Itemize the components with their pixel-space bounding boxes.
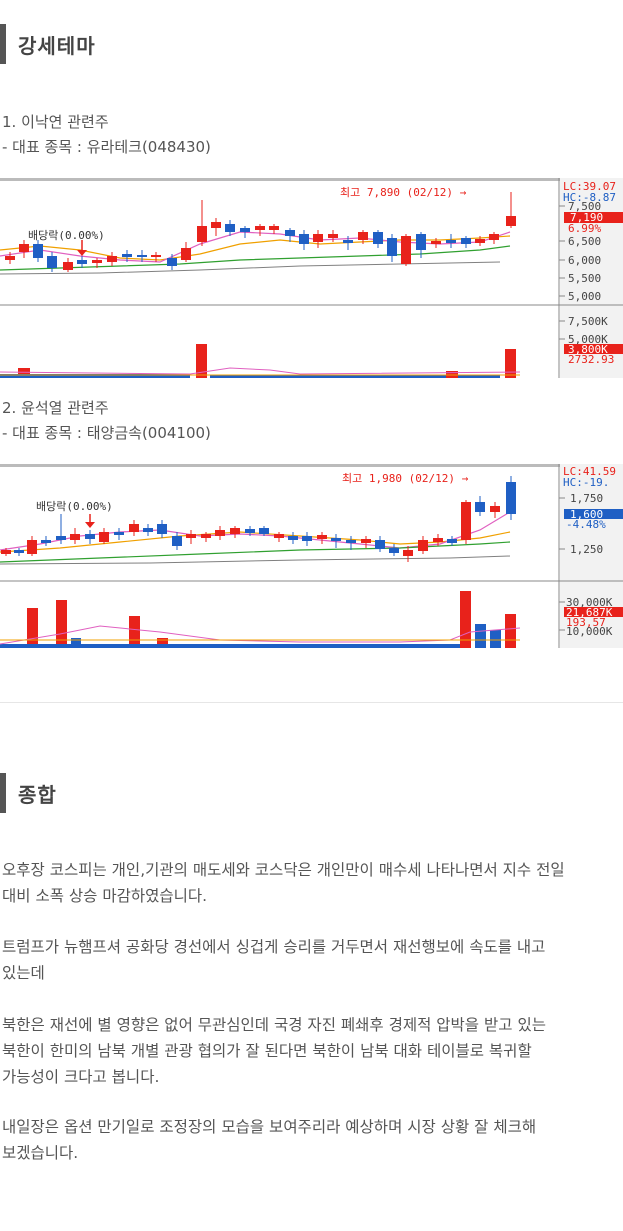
section-title-text: 종합 <box>18 782 57 807</box>
chart2-price-label: 1,750 <box>570 492 603 505</box>
chart2-dividend-note: 배당락(0.00%) <box>36 500 113 513</box>
item1-stock: - 대표 종목 : 유라테크(048430) <box>2 138 211 156</box>
chart2-hc: HC:-19. <box>563 476 609 489</box>
chart2-change: -4.48% <box>566 518 606 531</box>
section-divider <box>0 702 623 703</box>
paragraph-line: 북한은 재선에 별 영향은 없어 무관심인데 국경 자진 폐쇄후 경제적 압박을… <box>2 1016 546 1034</box>
paragraph-line: 있는데 <box>2 964 45 982</box>
chart1-lc: LC:39.07 <box>563 180 616 193</box>
chart1-price-label: 5,500 <box>568 272 601 285</box>
paragraph-line: 보겠습니다. <box>2 1144 79 1162</box>
chart1-price-label: 7,500 <box>568 200 601 213</box>
chart1-candles <box>5 192 516 272</box>
chart1-vol-ma: 2732.93 <box>568 353 614 366</box>
item2-stock: - 대표 종목 : 태양금속(004100) <box>2 424 211 442</box>
chart2-svg: 최고 1,980 (02/12) → 배당락(0.00%) LC:41.59 H… <box>0 464 623 648</box>
chart1-vol-label: 5,000K <box>568 333 608 346</box>
section-title-strong-theme: 강세테마 <box>0 24 96 64</box>
chart1-price-label: 5,000 <box>568 290 601 303</box>
chart1-price-label: 6,500 <box>568 235 601 248</box>
section-title-summary: 종합 <box>0 773 57 813</box>
chart1-high-note: 최고 7,890 (02/12) → <box>340 186 467 199</box>
chart2-lc: LC:41.59 <box>563 465 616 478</box>
title-accent-bar <box>0 24 6 64</box>
chart1-change: 6.99% <box>568 222 601 235</box>
item2-heading: 2. 윤석열 관련주 <box>2 399 109 417</box>
summary-paragraph-3: 북한은 재선에 별 영향은 없어 무관심인데 국경 자진 폐쇄후 경제적 압박을… <box>2 1012 620 1090</box>
chart2-current-vol: 21,687K <box>566 606 613 619</box>
chart2-vol-label: 30,000K <box>566 596 613 609</box>
paragraph-line: 가능성이 크다고 봅니다. <box>2 1068 160 1086</box>
chart1-current-vol: 3,800K <box>568 343 608 356</box>
chart1-svg: 최고 7,890 (02/12) → 배당락(0.00%) LC:39.07 H… <box>0 178 623 378</box>
chart1-vol-label: 7,500K <box>568 315 608 328</box>
stock-chart-2: 최고 1,980 (02/12) → 배당락(0.00%) LC:41.59 H… <box>0 464 623 648</box>
item1-heading: 1. 이낙연 관련주 <box>2 113 109 131</box>
section-title-text: 강세테마 <box>18 33 96 58</box>
title-accent-bar <box>0 773 6 813</box>
chart1-hc: HC:-8.87 <box>563 191 616 204</box>
chart2-price-label: 1,250 <box>570 543 603 556</box>
paragraph-line: 오후장 코스피는 개인,기관의 매도세와 코스닥은 개인만이 매수세 나타나면서… <box>2 861 565 879</box>
paragraph-line: 대비 소폭 상승 마감하였습니다. <box>2 887 208 905</box>
chart2-current-price: 1,600 <box>570 508 603 521</box>
chart2-high-note: 최고 1,980 (02/12) → <box>342 472 469 485</box>
chart2-vol-ma: 193,57 <box>566 616 606 629</box>
chart2-candles <box>1 476 516 562</box>
stock-chart-1: 최고 7,890 (02/12) → 배당락(0.00%) LC:39.07 H… <box>0 178 623 378</box>
paragraph-line: 내일장은 옵션 만기일로 조정장의 모습을 보여주리라 예상하며 시장 상황 잘… <box>2 1118 537 1136</box>
summary-paragraph-2: 트럼프가 뉴햄프셔 공화당 경선에서 싱겁게 승리를 거두면서 재선행보에 속도… <box>2 934 620 986</box>
paragraph-line: 북한이 한미의 남북 개별 관광 협의가 잘 된다면 북한이 남북 대화 테이블… <box>2 1042 532 1060</box>
summary-paragraph-4: 내일장은 옵션 만기일로 조정장의 모습을 보여주리라 예상하며 시장 상황 잘… <box>2 1114 620 1166</box>
chart2-volume-bars <box>0 591 516 648</box>
chart1-current-price: 7,190 <box>570 211 603 224</box>
chart2-vol-label: 10,000K <box>566 625 613 638</box>
chart1-price-label: 6,000 <box>568 254 601 267</box>
paragraph-line: 트럼프가 뉴햄프셔 공화당 경선에서 싱겁게 승리를 거두면서 재선행보에 속도… <box>2 938 546 956</box>
chart1-dividend-note: 배당락(0.00%) <box>28 229 105 242</box>
summary-paragraph-1: 오후장 코스피는 개인,기관의 매도세와 코스닥은 개인만이 매수세 나타나면서… <box>2 857 620 909</box>
